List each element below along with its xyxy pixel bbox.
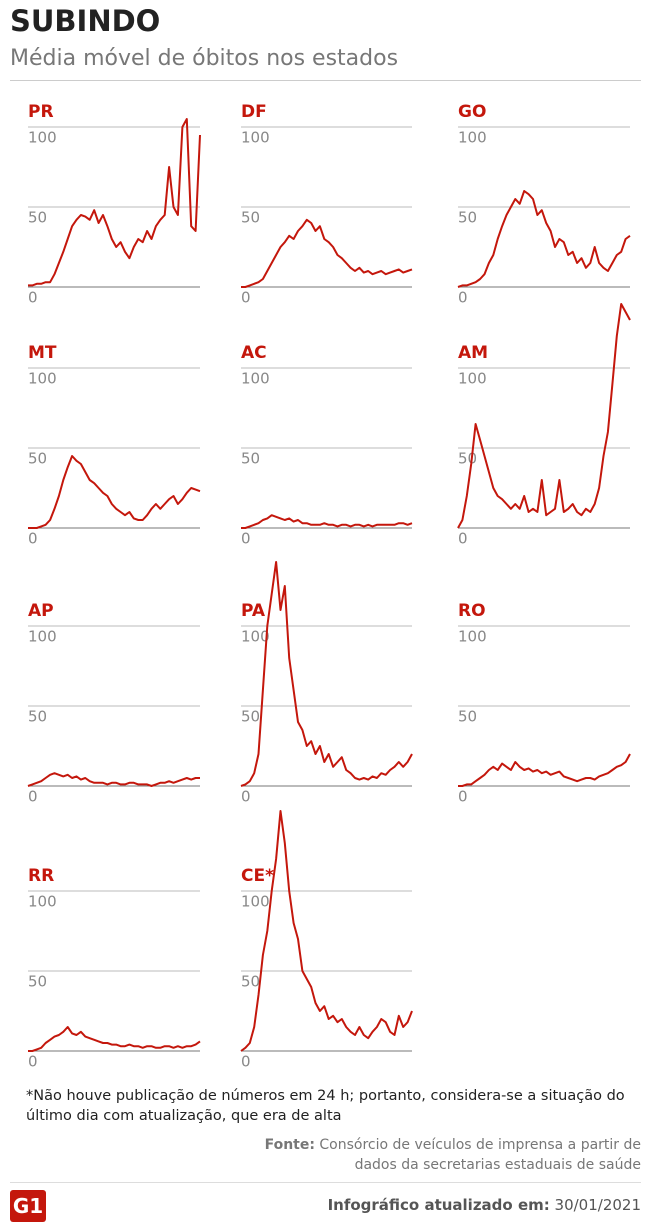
- y-tick-label: 50: [28, 973, 47, 991]
- y-tick-label: 50: [28, 708, 47, 726]
- y-tick-label: 50: [458, 209, 477, 227]
- separator: [10, 1182, 641, 1183]
- source-text: Consórcio de veículos de imprensa a part…: [319, 1137, 641, 1173]
- charts: PR 0 50 100 DF 0 50 100 GO 0 50 100 MT 0 50 100 AC 0 50 100…: [27, 102, 631, 1071]
- data-line: [458, 753, 631, 787]
- panel-title: RO: [458, 601, 486, 621]
- y-tick-label: 0: [28, 788, 38, 806]
- data-line: [240, 561, 413, 787]
- logo: G1: [10, 1190, 46, 1222]
- panel-title: DF: [241, 102, 267, 122]
- y-tick-label: 100: [458, 370, 487, 388]
- separator: [10, 80, 641, 81]
- y-tick-label: 50: [28, 450, 47, 468]
- data-line: [240, 810, 413, 1052]
- title: SUBINDO: [10, 4, 161, 38]
- panel-title: RR: [28, 866, 54, 886]
- y-tick-label: 0: [241, 289, 251, 307]
- y-tick-label: 50: [241, 209, 260, 227]
- y-tick-label: 0: [28, 289, 38, 307]
- panel-title: CE*: [241, 866, 274, 886]
- source: Fonte: Consórcio de veículos de imprensa…: [241, 1135, 641, 1175]
- y-tick-label: 50: [241, 973, 260, 991]
- data-line: [28, 455, 201, 529]
- y-tick-label: 100: [241, 370, 270, 388]
- data-line: [457, 303, 631, 529]
- y-tick-label: 100: [28, 129, 57, 147]
- y-tick-label: 100: [241, 893, 270, 911]
- y-tick-label: 0: [458, 530, 468, 548]
- y-tick-label: 50: [241, 708, 260, 726]
- panel-title: AC: [241, 343, 267, 363]
- panel-title: MT: [28, 343, 57, 363]
- subtitle: Média móvel de óbitos nos estados: [10, 46, 399, 71]
- y-tick-label: 100: [241, 129, 270, 147]
- y-tick-label: 0: [458, 289, 468, 307]
- y-tick-label: 50: [28, 209, 47, 227]
- data-line: [27, 772, 200, 787]
- data-line: [241, 218, 413, 288]
- update-date: 30/01/2021: [554, 1196, 641, 1214]
- data-line: [28, 1026, 201, 1052]
- y-tick-label: 100: [28, 893, 57, 911]
- y-tick-label: 50: [241, 450, 260, 468]
- update-label: Infográfico atualizado em:: [327, 1196, 550, 1214]
- panel-title: AM: [458, 343, 488, 363]
- data-line: [457, 190, 631, 288]
- panel-title: PA: [241, 601, 266, 621]
- y-tick-label: 0: [28, 1053, 38, 1071]
- data-line: [28, 118, 201, 287]
- y-tick-label: 0: [241, 1053, 251, 1071]
- panel-title: AP: [28, 601, 54, 621]
- y-tick-label: 100: [241, 628, 270, 646]
- y-tick-label: 100: [458, 628, 487, 646]
- panel-title: PR: [28, 102, 54, 122]
- data-line: [241, 514, 413, 529]
- source-label: Fonte:: [264, 1137, 315, 1153]
- footnote: *Não houve publicação de números em 24 h…: [26, 1088, 625, 1124]
- y-tick-label: 0: [241, 788, 251, 806]
- y-tick-label: 50: [458, 708, 477, 726]
- y-tick-label: 100: [458, 129, 487, 147]
- y-tick-label: 0: [458, 788, 468, 806]
- y-tick-label: 100: [28, 628, 57, 646]
- y-tick-label: 100: [28, 370, 57, 388]
- y-tick-label: 0: [28, 530, 38, 548]
- y-tick-label: 50: [458, 450, 477, 468]
- y-tick-label: 0: [241, 530, 251, 548]
- update: Infográfico atualizado em: 30/01/2021: [328, 1196, 641, 1214]
- panel-title: GO: [458, 102, 486, 122]
